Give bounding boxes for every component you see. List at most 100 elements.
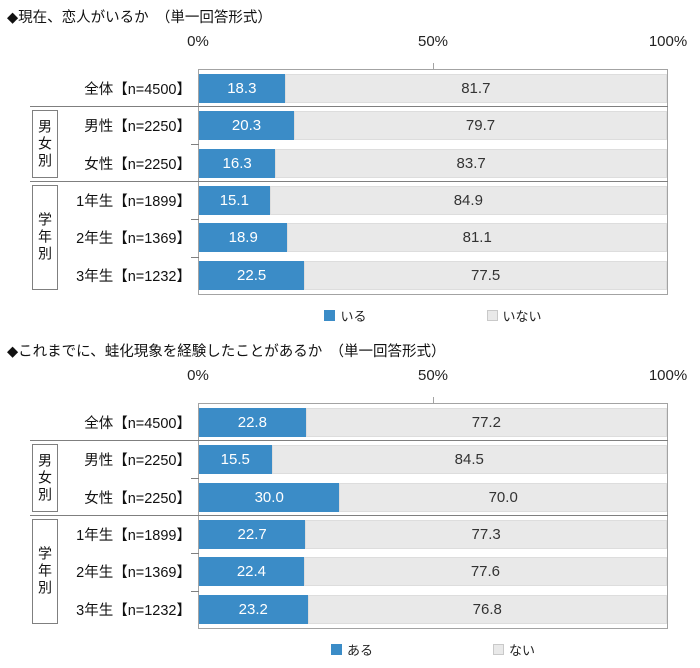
legend-item-no: いない <box>486 306 542 325</box>
chart-row-total: 全体【n=4500】 18.3 81.7 <box>84 70 667 107</box>
chart-row-grade3: 3年生【n=1232】 23.2 76.8 <box>76 591 667 628</box>
bar-segment-no: 70.0 <box>339 482 667 512</box>
bar-segment-no: 76.8 <box>307 594 667 624</box>
chart-frogization-experience: ◆これまでに、蛙化現象を経験したことがあるか （単一回答形式） 0% 50% 1… <box>0 334 700 668</box>
legend-label-yes: ある <box>346 643 373 658</box>
chart-row-male: 男性【n=2250】 20.3 79.7 <box>84 107 667 144</box>
bar-segment-no: 83.7 <box>275 148 667 178</box>
bar-segment-yes: 18.9 <box>199 223 288 253</box>
legend-label-no: ない <box>509 643 536 658</box>
bar-value-no: 81.7 <box>461 80 491 98</box>
bar-segment-no: 81.7 <box>284 74 667 104</box>
bar-value-no: 79.7 <box>465 117 496 135</box>
legend: いる いない <box>198 306 668 325</box>
bar-track: 15.5 84.5 <box>199 445 667 475</box>
bar-value-yes: 15.1 <box>219 192 249 210</box>
bar-value-no: 84.9 <box>453 192 483 210</box>
chart-lover-status: ◆現在、恋人がいるか （単一回答形式） 0% 50% 100% 全体【n=450… <box>7 10 688 325</box>
bar-segment-yes: 15.1 <box>199 186 270 216</box>
chart-row-total: 全体【n=4500】 22.8 77.2 <box>84 404 667 441</box>
group-separator-line <box>30 440 668 441</box>
chart-row-grade1: 1年生【n=1899】 22.7 77.3 <box>76 516 667 553</box>
chart-row-grade2: 2年生【n=1369】 22.4 77.6 <box>76 553 667 590</box>
plot-area: 全体【n=4500】 18.3 81.7 男性【n=2250】 20.3 79.… <box>76 69 668 295</box>
legend-item-yes: いる <box>324 306 367 325</box>
row-label: 3年生【n=1232】 <box>76 268 191 285</box>
bar-segment-yes: 30.0 <box>199 482 340 512</box>
bar-segment-no: 84.9 <box>269 186 667 216</box>
x-axis-tick-50: 50% <box>417 33 449 50</box>
group-box-grade: 学年別 <box>32 185 58 290</box>
bar-value-no: 77.5 <box>471 266 501 284</box>
bar-track: 18.3 81.7 <box>199 74 667 104</box>
bar-value-yes: 23.2 <box>238 600 268 618</box>
bar-value-no: 77.6 <box>470 563 501 581</box>
x-axis-tick-100: 100% <box>648 367 688 384</box>
row-tickmark <box>191 478 199 479</box>
chart-row-grade1: 1年生【n=1899】 15.1 84.9 <box>76 182 667 219</box>
row-tickmark <box>191 144 199 145</box>
bar-value-yes: 30.0 <box>254 488 284 506</box>
row-label: 女性【n=2250】 <box>84 156 191 173</box>
row-tickmark <box>191 219 199 220</box>
group-box-grade: 学年別 <box>32 519 58 624</box>
bar-segment-yes: 22.5 <box>199 260 305 290</box>
bar-track: 22.7 77.3 <box>199 520 667 550</box>
bar-value-yes: 22.4 <box>236 563 267 581</box>
bar-segment-yes: 15.5 <box>199 445 272 475</box>
x-axis-tick-100: 100% <box>648 33 688 50</box>
legend-label-no: いない <box>502 309 542 324</box>
row-label: 2年生【n=1369】 <box>76 565 191 582</box>
bar-track: 23.2 76.8 <box>199 594 667 624</box>
x-axis-tick-0: 0% <box>187 33 209 50</box>
bar-segment-yes: 22.7 <box>199 520 306 550</box>
row-label: 1年生【n=1899】 <box>76 194 191 211</box>
row-tickmark <box>191 553 199 554</box>
bar-track: 18.9 81.1 <box>199 223 667 253</box>
bar-value-yes: 22.8 <box>237 414 267 432</box>
group-separator-line <box>30 515 668 516</box>
legend-item-no: ない <box>493 640 535 659</box>
x-axis-tick-50: 50% <box>417 367 449 384</box>
bar-track: 16.3 83.7 <box>199 148 667 178</box>
row-label: 2年生【n=1369】 <box>76 231 191 248</box>
chart-row-grade2: 2年生【n=1369】 18.9 81.1 <box>76 219 667 256</box>
legend-swatch-no <box>486 310 498 321</box>
legend: ある ない <box>198 640 668 659</box>
chart-row-male: 男性【n=2250】 15.5 84.5 <box>84 441 667 478</box>
bar-value-yes: 20.3 <box>231 117 262 135</box>
bar-track: 22.4 77.6 <box>199 557 667 587</box>
row-label: 3年生【n=1232】 <box>76 602 191 619</box>
bar-value-no: 81.1 <box>462 229 492 247</box>
legend-swatch-no <box>493 644 504 655</box>
bar-segment-yes: 22.4 <box>199 557 304 587</box>
bar-track: 22.5 77.5 <box>199 260 667 290</box>
bar-value-no: 76.8 <box>472 600 502 618</box>
bar-segment-yes: 23.2 <box>199 594 308 624</box>
legend-swatch-yes <box>330 644 342 655</box>
bar-segment-no: 77.3 <box>305 520 667 550</box>
bar-track: 20.3 79.7 <box>199 111 667 141</box>
bar-value-no: 77.2 <box>471 414 501 432</box>
group-box-gender: 男女別 <box>32 444 58 512</box>
row-label: 1年生【n=1899】 <box>76 528 191 545</box>
chart-title: ◆これまでに、蛙化現象を経験したことがあるか （単一回答形式） <box>7 344 446 360</box>
row-label: 男性【n=2250】 <box>84 453 191 470</box>
chart-row-female: 女性【n=2250】 16.3 83.7 <box>84 145 667 182</box>
row-label: 全体【n=4500】 <box>84 82 191 99</box>
group-separator-line <box>30 181 668 182</box>
bar-track: 22.8 77.2 <box>199 408 667 438</box>
bar-value-yes: 16.3 <box>222 154 252 172</box>
bar-segment-yes: 16.3 <box>199 148 276 178</box>
bar-value-yes: 15.5 <box>220 451 250 469</box>
bar-segment-no: 77.2 <box>305 408 667 438</box>
group-separator-line <box>30 106 668 107</box>
row-tickmark <box>191 257 199 258</box>
bar-value-yes: 18.3 <box>227 80 257 98</box>
bar-value-yes: 22.7 <box>237 526 267 544</box>
chart-row-female: 女性【n=2250】 30.0 70.0 <box>84 479 667 516</box>
bar-segment-no: 77.6 <box>303 557 667 587</box>
x-axis-50-tickmark <box>433 63 434 69</box>
group-box-gender: 男女別 <box>32 110 58 178</box>
bar-value-yes: 18.9 <box>228 229 258 247</box>
